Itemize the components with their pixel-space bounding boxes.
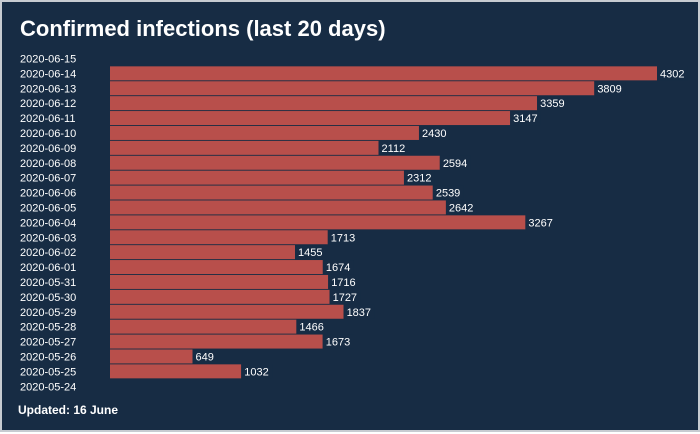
data-label-2020-05-27: 1673 bbox=[326, 337, 350, 349]
bar-2020-05-31 bbox=[110, 274, 329, 289]
bar-2020-06-05 bbox=[110, 200, 446, 215]
category-label-2020-06-07: 2020-06-07 bbox=[20, 173, 76, 185]
category-label-2020-05-28: 2020-05-28 bbox=[20, 322, 76, 334]
category-label-2020-05-27: 2020-05-27 bbox=[20, 337, 76, 349]
data-label-2020-05-26: 649 bbox=[196, 351, 214, 363]
data-label-bg-2020-05-25 bbox=[241, 364, 273, 379]
category-label-2020-06-08: 2020-06-08 bbox=[20, 158, 76, 170]
data-label-bg-2020-05-31 bbox=[328, 274, 359, 289]
data-label-2020-06-10: 2430 bbox=[422, 128, 446, 140]
bar-2020-06-03 bbox=[110, 230, 328, 245]
data-label-2020-05-31: 1716 bbox=[331, 277, 355, 289]
category-label-2020-05-24: 2020-05-24 bbox=[20, 381, 76, 393]
data-label-bg-2020-06-02 bbox=[295, 245, 326, 260]
data-label-2020-06-12: 3359 bbox=[540, 98, 564, 110]
bar-2020-06-13 bbox=[110, 81, 595, 96]
category-label-2020-06-14: 2020-06-14 bbox=[20, 68, 76, 80]
bar-2020-06-07 bbox=[110, 170, 404, 185]
category-label-2020-06-04: 2020-06-04 bbox=[20, 217, 76, 229]
data-label-2020-05-29: 1837 bbox=[347, 307, 371, 319]
category-label-2020-06-02: 2020-06-02 bbox=[20, 247, 76, 259]
data-label-bg-2020-05-26 bbox=[192, 349, 218, 364]
data-label-bg-2020-06-11 bbox=[510, 111, 541, 126]
data-label-bg-2020-06-10 bbox=[418, 125, 450, 140]
data-label-bg-2020-05-27 bbox=[322, 334, 354, 349]
bar-2020-05-26 bbox=[110, 349, 193, 364]
data-label-2020-06-01: 1674 bbox=[326, 262, 350, 274]
data-label-bg-2020-06-04 bbox=[525, 215, 557, 230]
bar-2020-06-02 bbox=[110, 245, 296, 260]
bar-2020-06-08 bbox=[110, 155, 440, 170]
bar-2020-05-25 bbox=[110, 364, 242, 379]
data-label-2020-05-28: 1466 bbox=[299, 322, 323, 334]
category-label-2020-06-11: 2020-06-11 bbox=[20, 113, 75, 125]
bar-2020-05-27 bbox=[110, 334, 323, 349]
category-label-2020-05-29: 2020-05-29 bbox=[20, 307, 76, 319]
data-label-2020-05-30: 1727 bbox=[333, 292, 357, 304]
data-label-2020-06-13: 3809 bbox=[597, 83, 621, 95]
data-label-2020-06-05: 2642 bbox=[449, 202, 473, 214]
bar-2020-06-01 bbox=[110, 260, 323, 275]
category-label-2020-05-30: 2020-05-30 bbox=[20, 292, 76, 304]
category-label-2020-06-06: 2020-06-06 bbox=[20, 188, 76, 200]
bar-2020-06-14 bbox=[110, 66, 657, 81]
data-label-bg-2020-06-12 bbox=[537, 96, 568, 111]
category-label-2020-06-15: 2020-06-15 bbox=[20, 53, 76, 65]
data-label-bg-2020-06-13 bbox=[594, 81, 626, 96]
data-label-bg-2020-06-07 bbox=[403, 170, 435, 185]
bar-2020-06-11 bbox=[110, 111, 511, 126]
bar-2020-06-09 bbox=[110, 140, 379, 155]
data-label-2020-06-09: 2112 bbox=[382, 143, 406, 155]
data-label-bg-2020-05-28 bbox=[296, 319, 328, 334]
data-label-2020-06-14: 4302 bbox=[660, 68, 684, 80]
category-label-2020-05-25: 2020-05-25 bbox=[20, 366, 76, 378]
data-label-2020-06-07: 2312 bbox=[407, 173, 431, 185]
bar-2020-06-10 bbox=[110, 125, 419, 140]
data-label-bg-2020-06-06 bbox=[432, 185, 464, 200]
data-label-bg-2020-06-08 bbox=[439, 155, 471, 170]
data-label-bg-2020-06-05 bbox=[445, 200, 477, 215]
category-label-2020-06-05: 2020-06-05 bbox=[20, 202, 76, 214]
bar-2020-06-12 bbox=[110, 96, 538, 111]
category-label-2020-06-10: 2020-06-10 bbox=[20, 128, 76, 140]
data-label-2020-06-04: 3267 bbox=[528, 217, 552, 229]
data-label-2020-06-03: 1713 bbox=[331, 232, 355, 244]
bar-2020-06-04 bbox=[110, 215, 526, 230]
bar-2020-05-29 bbox=[110, 304, 344, 319]
category-label-2020-05-31: 2020-05-31 bbox=[20, 277, 76, 289]
data-label-2020-06-11: 3147 bbox=[513, 113, 537, 125]
data-label-2020-06-06: 2539 bbox=[436, 188, 460, 200]
category-label-2020-06-03: 2020-06-03 bbox=[20, 232, 76, 244]
data-label-bg-2020-06-14 bbox=[657, 66, 688, 81]
data-label-bg-2020-06-01 bbox=[322, 260, 354, 275]
data-label-2020-06-02: 1455 bbox=[298, 247, 322, 259]
chart-title: Confirmed infections (last 20 days) bbox=[20, 16, 386, 41]
category-label-2020-06-12: 2020-06-12 bbox=[20, 98, 76, 110]
data-label-bg-2020-06-09 bbox=[378, 140, 410, 155]
bar-2020-05-28 bbox=[110, 319, 297, 334]
category-label-2020-06-01: 2020-06-01 bbox=[20, 262, 76, 274]
bar-2020-05-30 bbox=[110, 289, 330, 304]
updated-note: Updated: 16 June bbox=[18, 403, 119, 417]
category-label-2020-06-13: 2020-06-13 bbox=[20, 83, 76, 95]
category-label-2020-06-09: 2020-06-09 bbox=[20, 143, 76, 155]
category-label-2020-05-26: 2020-05-26 bbox=[20, 351, 76, 363]
bar-2020-06-06 bbox=[110, 185, 433, 200]
data-label-bg-2020-05-30 bbox=[329, 289, 361, 304]
data-label-bg-2020-06-03 bbox=[327, 230, 359, 245]
data-label-2020-06-08: 2594 bbox=[443, 158, 467, 170]
data-label-bg-2020-05-29 bbox=[343, 304, 375, 319]
data-label-2020-05-25: 1032 bbox=[244, 366, 268, 378]
